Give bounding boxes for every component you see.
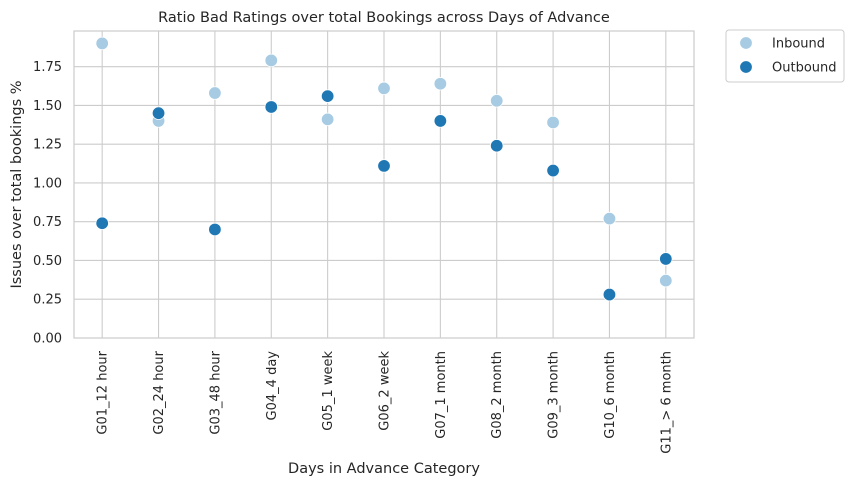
data-point-outbound bbox=[546, 163, 560, 178]
data-point-inbound bbox=[602, 211, 617, 226]
data-point-inbound bbox=[264, 53, 278, 68]
legend: Inbound Outbound bbox=[725, 29, 845, 83]
y-axis-label: Issues over total bookings % bbox=[9, 80, 25, 288]
x-tick-label: G09_3 month bbox=[547, 351, 562, 439]
x-tick-label: G01_12 hour bbox=[96, 350, 111, 434]
tick-labels: 0.00 0.25 0.50 0.75 1.00 1.25 1.50 1.75 G01_12 h… bbox=[33, 60, 674, 454]
x-axis-label: Days in Advance Category bbox=[288, 461, 480, 477]
x-tick-label: G05_1 week bbox=[321, 351, 336, 431]
data-point-inbound bbox=[490, 94, 504, 108]
data-point-inbound bbox=[433, 77, 448, 91]
data-point-outbound bbox=[490, 139, 504, 153]
data-point-outbound bbox=[320, 89, 335, 103]
data-point-inbound bbox=[320, 112, 335, 127]
data-point-outbound bbox=[433, 114, 448, 128]
data-point-inbound bbox=[377, 81, 391, 96]
y-tick-label: 0.25 bbox=[33, 293, 62, 308]
x-tick-label: G02_24 hour bbox=[152, 350, 167, 434]
chart-title: Ratio Bad Ratings over total Bookings ac… bbox=[158, 10, 610, 26]
legend-label-outbound: Outbound bbox=[772, 61, 837, 76]
data-point-outbound bbox=[208, 222, 222, 237]
data-points bbox=[95, 36, 673, 302]
y-tick-label: 0.00 bbox=[33, 332, 62, 347]
legend-marker-inbound bbox=[739, 36, 753, 50]
y-tick-label: 0.75 bbox=[33, 215, 62, 230]
legend-marker-outbound bbox=[739, 60, 753, 74]
y-tick-label: 1.25 bbox=[33, 138, 62, 153]
data-point-inbound bbox=[208, 86, 222, 100]
x-tick-label: G11_> 6 month bbox=[659, 351, 674, 454]
data-point-inbound bbox=[95, 36, 109, 51]
data-point-outbound bbox=[264, 100, 278, 114]
x-tick-label: G10_6 month bbox=[603, 351, 618, 439]
x-tick-label: G04_4 day bbox=[265, 351, 280, 421]
legend-label-inbound: Inbound bbox=[772, 37, 825, 52]
data-point-outbound bbox=[95, 216, 109, 230]
y-tick-label: 0.50 bbox=[33, 254, 62, 269]
x-tick-label: G08_2 month bbox=[490, 351, 505, 439]
legend-box bbox=[725, 29, 845, 83]
x-tick-label: G06_2 week bbox=[378, 351, 393, 431]
y-tick-label: 1.00 bbox=[33, 176, 62, 191]
data-point-outbound bbox=[602, 287, 617, 302]
plot-frame bbox=[73, 30, 695, 339]
x-tick-label: G07_1 month bbox=[434, 351, 449, 439]
data-point-outbound bbox=[377, 159, 391, 173]
data-point-outbound bbox=[151, 106, 166, 120]
data-point-inbound bbox=[546, 115, 560, 130]
data-point-outbound bbox=[659, 252, 673, 266]
data-point-inbound bbox=[659, 273, 673, 288]
y-tick-label: 1.50 bbox=[33, 99, 62, 114]
grid-lines bbox=[74, 31, 694, 339]
y-tick-label: 1.75 bbox=[33, 60, 62, 75]
x-tick-label: G03_48 hour bbox=[208, 350, 223, 434]
